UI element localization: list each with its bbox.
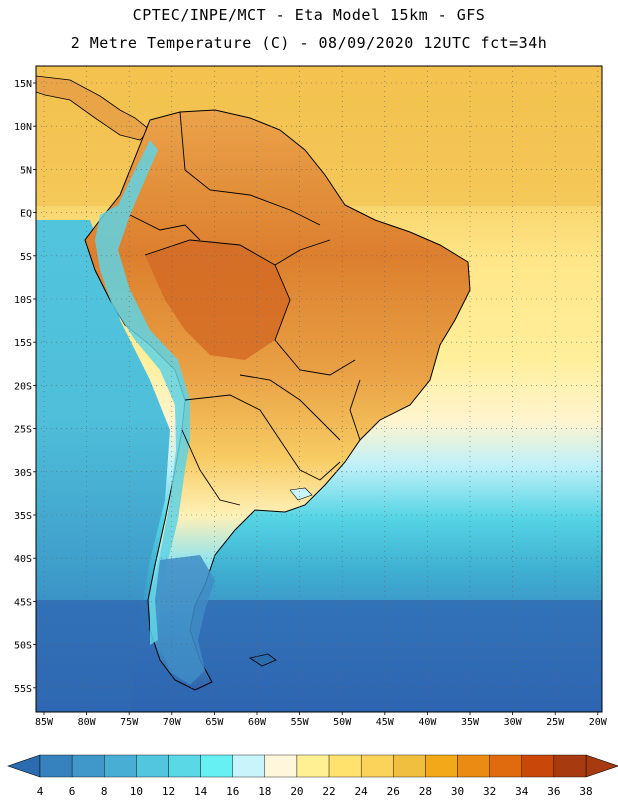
colorbar-label: 12 xyxy=(162,785,175,798)
colorbar-label: 14 xyxy=(194,785,208,798)
lon-label: 80W xyxy=(78,717,97,728)
lon-label: 75W xyxy=(120,717,139,728)
lon-label: 20W xyxy=(589,717,608,728)
lat-label: 15S xyxy=(14,338,32,349)
colorbar-swatch xyxy=(104,754,137,778)
longitude-labels: 85W 80W 75W 70W 65W 60W 55W 50W 45W 40W 35W 30W 25W 2… xyxy=(35,712,608,728)
colorbar-label: 26 xyxy=(387,785,400,798)
lon-label: 50W xyxy=(333,717,352,728)
colorbar-label: 32 xyxy=(483,785,496,798)
lat-label: 10S xyxy=(14,295,32,306)
colorbar-swatch xyxy=(136,754,169,778)
lon-label: 70W xyxy=(163,717,182,728)
colorbar-swatch xyxy=(553,754,587,778)
lon-label: 30W xyxy=(504,717,523,728)
colorbar-label: 36 xyxy=(547,785,560,798)
lon-label: 85W xyxy=(35,717,54,728)
pacific-ocean-field xyxy=(36,220,170,712)
colorbar-swatch xyxy=(168,754,201,778)
colorbar-swatch xyxy=(232,754,266,778)
lat-label: 50S xyxy=(14,641,32,652)
colorbar-min-arrow xyxy=(7,754,41,778)
lon-label: 65W xyxy=(205,717,224,728)
colorbar-label: 10 xyxy=(130,785,143,798)
central-america-land xyxy=(36,75,151,141)
colorbar-swatch xyxy=(328,754,362,778)
colorbar-swatch xyxy=(425,754,458,778)
colorbar-label: 24 xyxy=(355,785,369,798)
colorbar: 4 6 8 10 12 14 16 18 20 22 24 26 28 30 32 34 36 38 xyxy=(7,754,618,798)
colorbar-label: 8 xyxy=(101,785,108,798)
colorbar-label: 28 xyxy=(419,785,432,798)
lon-label: 60W xyxy=(248,717,267,728)
lat-label: 55S xyxy=(14,684,32,695)
colorbar-swatch xyxy=(71,754,105,778)
colorbar-label: 34 xyxy=(515,785,529,798)
colorbar-swatch xyxy=(296,754,330,778)
map-frame xyxy=(35,65,603,713)
country-borders xyxy=(129,111,361,506)
colorbar-swatch xyxy=(457,754,490,778)
falkland-islands xyxy=(248,653,277,667)
lon-label: 25W xyxy=(546,717,565,728)
lat-label: 45S xyxy=(14,597,32,608)
map-title-line-1: CPTEC/INPE/MCT - Eta Model 15km - GFS xyxy=(132,6,486,24)
colorbar-max-arrow xyxy=(585,754,618,778)
colorbar-swatch xyxy=(393,754,426,778)
colorbar-label: 20 xyxy=(290,785,303,798)
lon-label: 35W xyxy=(461,717,480,728)
lat-label: 35S xyxy=(14,511,32,522)
colorbar-swatch xyxy=(489,754,522,778)
colorbar-label: 6 xyxy=(69,785,76,798)
southern-cold-band xyxy=(36,600,602,712)
lat-label: 5N xyxy=(20,165,32,176)
map-title-line-2: 2 Metre Temperature (C) - 08/09/2020 12U… xyxy=(70,34,548,52)
colorbar-label: 16 xyxy=(226,785,239,798)
lon-label: 45W xyxy=(376,717,395,728)
lat-label: 5S xyxy=(20,252,32,263)
lat-label: 15N xyxy=(14,79,32,90)
lat-label: 25S xyxy=(14,425,32,436)
colorbar-swatch xyxy=(200,754,233,778)
lagoon-feature xyxy=(289,487,313,501)
colorbar-label: 4 xyxy=(37,785,44,798)
colorbar-label: 22 xyxy=(322,785,335,798)
lon-label: 40W xyxy=(418,717,437,728)
colorbar-swatch xyxy=(360,754,394,778)
amazon-hot-region xyxy=(145,240,290,360)
latitude-labels: 15N 10N 5N EQ 5S 10S 15S 20S 25S 30S 35S 40S 45S 50S 5… xyxy=(14,79,36,695)
lon-label: 55W xyxy=(291,717,310,728)
colorbar-label: 38 xyxy=(579,785,592,798)
lat-label: 30S xyxy=(14,468,32,479)
colorbar-swatch xyxy=(39,754,73,778)
colorbar-label: 30 xyxy=(451,785,464,798)
lat-label: EQ xyxy=(20,209,32,220)
colorbar-label: 18 xyxy=(258,785,271,798)
lat-label: 40S xyxy=(14,554,32,565)
lat-label: 20S xyxy=(14,381,32,392)
andes-cold-strip xyxy=(95,140,190,645)
colorbar-swatch xyxy=(521,754,555,778)
lat-label: 10N xyxy=(14,122,32,133)
colorbar-swatch xyxy=(264,754,298,778)
patagonia-cold-region xyxy=(155,555,215,685)
